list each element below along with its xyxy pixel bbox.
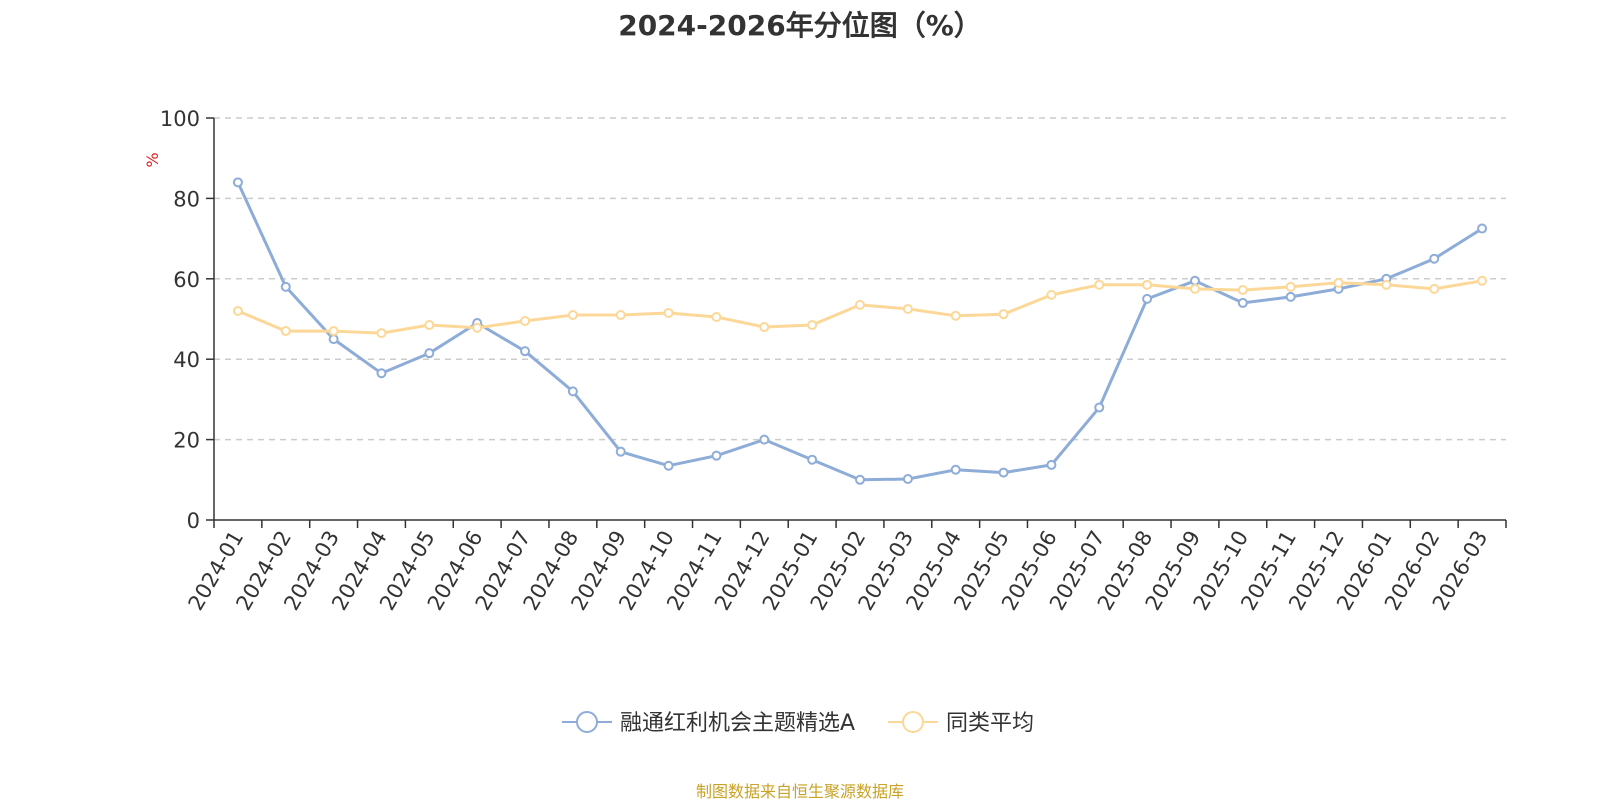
data-point-series-2[interactable] [1046,289,1057,300]
data-point-series-2[interactable] [1477,275,1488,286]
data-point-series-1[interactable] [950,464,961,475]
data-point-series-1[interactable] [855,474,865,485]
y-tick-label: 0 [187,509,200,533]
axes: 020406080100%2024-012024-022024-032024-0… [143,107,1507,614]
data-point-series-2[interactable] [567,309,578,320]
y-tick-label: 20 [173,429,200,453]
grid-lines [214,117,1506,441]
data-point-series-1[interactable] [1142,293,1153,304]
legend[interactable]: 融通红利机会主题精选A 同类平均 [562,711,1034,736]
data-point-series-2[interactable] [711,311,722,322]
data-point-series-1[interactable] [1285,291,1296,302]
legend-label: 融通红利机会主题精选A [620,711,855,736]
legend-item-1[interactable]: 融通红利机会主题精选A [562,711,855,736]
data-point-series-2[interactable] [1142,279,1153,290]
data-point-series-1[interactable] [1094,402,1105,413]
data-point-series-2[interactable] [376,328,387,339]
y-tick-label: 80 [173,187,200,211]
data-point-series-2[interactable] [232,305,243,316]
data-point-series-2[interactable] [855,299,865,310]
data-point-series-1[interactable] [1046,459,1057,470]
series-line-1 [236,181,1483,482]
data-point-series-1[interactable] [328,334,339,345]
data-point-series-1[interactable] [1477,223,1488,234]
data-point-series-2[interactable] [902,303,913,314]
data-point-series-2[interactable] [1237,285,1248,296]
data-point-series-2[interactable] [1189,283,1200,294]
series-lines [232,177,1488,485]
data-point-series-1[interactable] [711,450,722,461]
source-note: 制图数据来自恒生聚源数据库 [695,782,904,800]
y-tick-label: 40 [173,348,200,372]
data-point-series-2[interactable] [1429,283,1440,294]
data-point-series-1[interactable] [759,434,770,445]
data-point-series-1[interactable] [1429,253,1440,264]
data-point-series-1[interactable] [280,281,291,292]
data-point-series-2[interactable] [280,326,291,337]
data-point-series-2[interactable] [424,320,435,331]
data-point-series-1[interactable] [567,386,578,397]
chart-title: 2024-2026年分位图（%） [618,9,982,42]
data-point-series-1[interactable] [232,177,243,188]
legend-marker [576,711,598,733]
data-point-series-1[interactable] [902,473,913,484]
data-point-series-2[interactable] [328,326,339,337]
data-point-series-1[interactable] [998,467,1009,478]
legend-marker [902,711,924,733]
data-point-series-1[interactable] [376,368,387,379]
data-point-series-1[interactable] [807,454,818,465]
data-point-series-2[interactable] [998,309,1009,320]
data-point-series-2[interactable] [615,309,626,320]
data-point-series-2[interactable] [1381,279,1392,290]
y-axis-label: % [143,152,162,167]
data-point-series-2[interactable] [807,320,818,331]
data-point-series-1[interactable] [663,460,674,471]
data-point-series-1[interactable] [1189,275,1200,286]
data-point-series-1[interactable] [615,446,626,457]
data-point-series-2[interactable] [663,307,674,318]
data-point-series-2[interactable] [472,322,483,333]
data-point-series-2[interactable] [950,310,961,321]
data-point-series-2[interactable] [520,316,531,327]
y-tick-label: 60 [173,268,200,292]
legend-label: 同类平均 [946,711,1034,736]
y-tick-label: 100 [160,107,200,131]
data-point-series-1[interactable] [520,346,531,357]
data-point-series-2[interactable] [1094,279,1105,290]
data-point-series-2[interactable] [1333,277,1344,288]
legend-item-2[interactable]: 同类平均 [888,711,1034,736]
data-point-series-1[interactable] [424,348,435,359]
data-point-series-2[interactable] [759,322,770,333]
data-point-series-2[interactable] [1285,281,1296,292]
data-point-series-1[interactable] [1237,297,1248,308]
